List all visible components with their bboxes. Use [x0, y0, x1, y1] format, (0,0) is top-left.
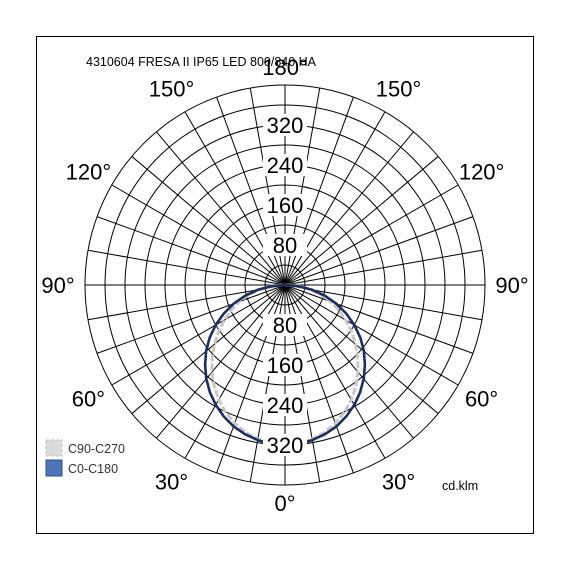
ring-label: 240	[267, 393, 304, 418]
grid-spoke	[284, 249, 483, 286]
legend: C90-C270 C0-C180	[45, 439, 125, 477]
grid-spoke	[284, 131, 414, 286]
grid-spoke	[284, 111, 386, 286]
angle-labels: 180° 150° 150° 120° 120° 90° 90° 60° 60° 30° 30° 0°	[41, 55, 528, 516]
grid-spoke	[87, 249, 286, 286]
legend-label: C90-C270	[68, 442, 125, 456]
angle-label: 150°	[149, 76, 195, 101]
grid-spoke	[131, 284, 286, 414]
chart-title: 4310604 FRESA II IP65 LED 800/840 HA	[86, 55, 317, 69]
grid-spoke	[284, 284, 439, 414]
series-curve-c0-c180	[203, 283, 367, 447]
ring-label-bg	[263, 314, 307, 336]
legend-swatch	[45, 439, 63, 457]
ring-label: 160	[267, 193, 304, 218]
grid-spoke	[184, 111, 286, 286]
ring-label: 80	[273, 233, 297, 258]
grid-spoke	[96, 216, 286, 286]
ring-label: 240	[267, 153, 304, 178]
ring-label: 160	[267, 353, 304, 378]
angle-label: 150°	[376, 76, 422, 101]
angle-label: 30°	[382, 470, 415, 495]
grid-spoke	[184, 284, 286, 459]
ring-label-bg	[263, 394, 307, 416]
grid-spoke	[284, 156, 439, 286]
ring-label-bg	[263, 114, 307, 136]
legend-label: C0-C180	[68, 462, 118, 476]
angle-label: 120°	[459, 160, 505, 185]
grid-spoke	[284, 284, 459, 386]
angle-label: 60°	[465, 387, 498, 412]
legend-swatch	[45, 459, 63, 477]
grid-spoke	[284, 216, 474, 286]
grid-spoke	[284, 284, 483, 321]
ring-label: 320	[267, 433, 304, 458]
ring-label-bg	[263, 154, 307, 176]
grid-spoke	[284, 284, 474, 354]
angle-label: 120°	[66, 160, 112, 185]
grid-spoke	[156, 284, 286, 439]
grid-spoke	[87, 284, 286, 321]
grid-spoke	[96, 284, 286, 354]
angle-label: 60°	[72, 387, 105, 412]
ring-label-bg	[263, 194, 307, 216]
grid-spoke	[284, 284, 414, 439]
grid-spoke	[284, 184, 459, 286]
grid-spoke	[111, 184, 286, 286]
ring-label-bg	[263, 354, 307, 376]
ring-label: 80	[273, 313, 297, 338]
ring-labels: 80 80 160 160 240 240 320 320	[263, 113, 307, 458]
grid-spoke	[284, 284, 386, 459]
ring-label-bg	[263, 234, 307, 256]
grid-spoke	[111, 284, 286, 386]
grid-spoke	[131, 156, 286, 286]
ring-label-bg	[263, 434, 307, 456]
angle-label: 30°	[155, 470, 188, 495]
unit-label: cd.klm	[442, 479, 478, 493]
grid-spoke	[156, 131, 286, 286]
angle-label: 90°	[41, 273, 74, 298]
curves-layer	[203, 283, 367, 447]
angle-label: 90°	[495, 273, 528, 298]
ring-label: 320	[267, 113, 304, 138]
angle-label: 180°	[262, 55, 308, 80]
angle-label: 0°	[274, 491, 295, 516]
